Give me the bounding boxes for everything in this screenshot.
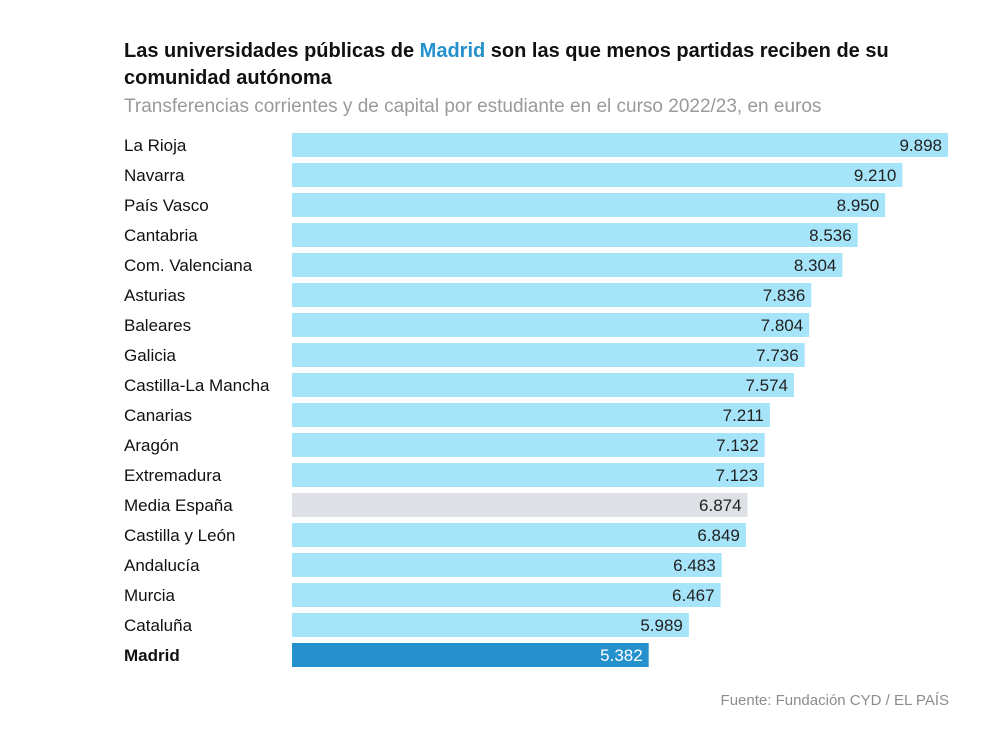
bar-navarra (292, 163, 903, 187)
value-label-pais-vasco: 8.950 (837, 196, 880, 215)
bar-la-rioja (292, 133, 948, 157)
value-label-galicia: 7.736 (756, 346, 799, 365)
bar-media-espana (292, 493, 748, 517)
chart-subtitle: Transferencias corrientes y de capital p… (124, 96, 822, 117)
bar-asturias (292, 283, 812, 307)
category-label-asturias: Asturias (124, 286, 185, 305)
category-label-extremadura: Extremadura (124, 466, 222, 485)
category-label-cataluna: Cataluña (124, 616, 193, 635)
value-label-cataluna: 5.989 (640, 616, 683, 635)
value-label-navarra: 9.210 (854, 166, 897, 185)
category-label-aragon: Aragón (124, 436, 179, 455)
bar-castilla-y-leon (292, 523, 746, 547)
category-label-navarra: Navarra (124, 166, 185, 185)
category-label-cantabria: Cantabria (124, 226, 198, 245)
bar-baleares (292, 313, 810, 337)
title-text-before: Las universidades públicas de (124, 40, 420, 62)
source-note: Fuente: Fundación CYD / EL PAÍS (720, 692, 949, 709)
category-label-andalucia: Andalucía (124, 556, 200, 575)
bar-com-valenciana (292, 253, 843, 277)
value-label-andalucia: 6.483 (673, 556, 716, 575)
bar-madrid (292, 643, 649, 667)
value-label-madrid: 5.382 (600, 646, 643, 665)
value-label-extremadura: 7.123 (716, 466, 759, 485)
category-label-media-espana: Media España (124, 496, 233, 515)
bar-cantabria (292, 223, 858, 247)
bar-pais-vasco (292, 193, 886, 217)
bar-extremadura (292, 463, 765, 487)
bar-cataluna (292, 613, 689, 637)
value-label-cantabria: 8.536 (809, 226, 852, 245)
value-label-com-valenciana: 8.304 (794, 256, 837, 275)
category-label-galicia: Galicia (124, 346, 177, 365)
bar-canarias (292, 403, 770, 427)
bar-murcia (292, 583, 721, 607)
category-label-pais-vasco: País Vasco (124, 196, 209, 215)
value-label-baleares: 7.804 (761, 316, 804, 335)
value-label-castilla-la-mancha: 7.574 (745, 376, 788, 395)
title-highlight-madrid: Madrid (419, 40, 486, 62)
value-label-canarias: 7.211 (723, 406, 764, 425)
value-label-la-rioja: 9.898 (899, 136, 942, 155)
category-label-la-rioja: La Rioja (124, 136, 187, 155)
bar-galicia (292, 343, 805, 367)
value-label-castilla-y-leon: 6.849 (697, 526, 740, 545)
value-label-media-espana: 6.874 (699, 496, 742, 515)
category-label-murcia: Murcia (124, 586, 176, 605)
value-label-aragon: 7.132 (716, 436, 759, 455)
bar-castilla-la-mancha (292, 373, 794, 397)
bar-andalucia (292, 553, 722, 577)
category-label-castilla-y-leon: Castilla y León (124, 526, 236, 545)
category-label-castilla-la-mancha: Castilla-La Mancha (124, 376, 270, 395)
value-label-asturias: 7.836 (763, 286, 806, 305)
category-label-madrid: Madrid (124, 646, 180, 665)
category-label-com-valenciana: Com. Valenciana (124, 256, 253, 275)
category-label-canarias: Canarias (124, 406, 192, 425)
category-label-baleares: Baleares (124, 316, 191, 335)
chart-title: Las universidades públicas de Madrid son… (124, 38, 944, 92)
value-label-murcia: 6.467 (672, 586, 715, 605)
title-text-after: son las que menos partidas reciben de su… (124, 40, 889, 89)
bar-aragon (292, 433, 765, 457)
